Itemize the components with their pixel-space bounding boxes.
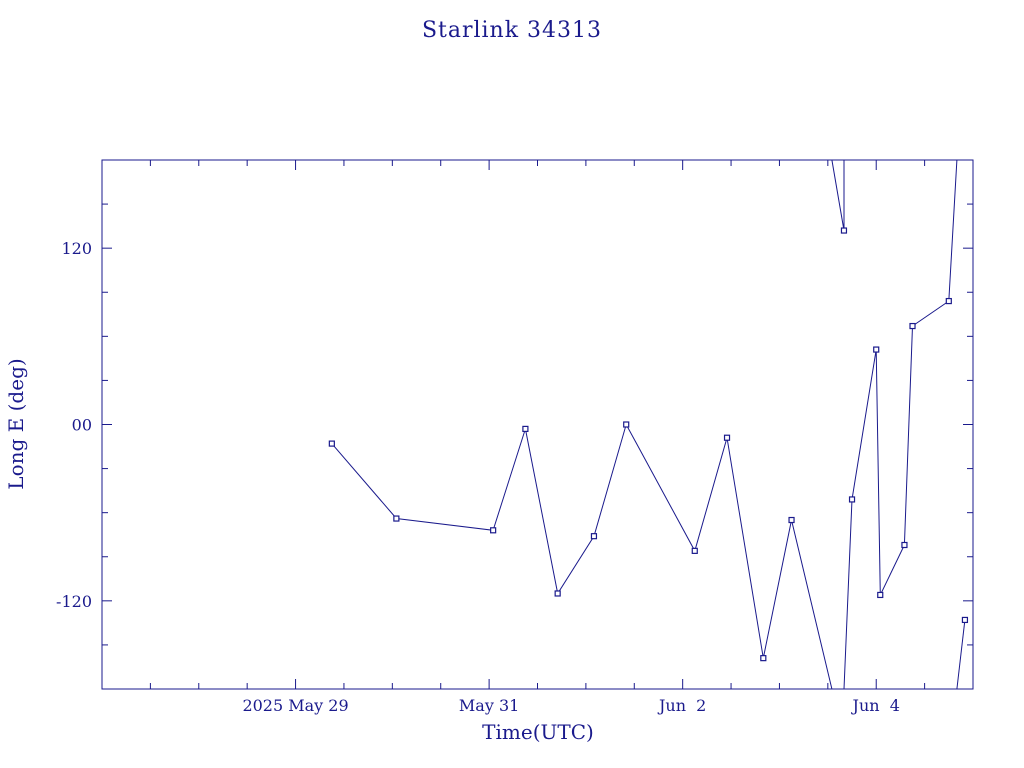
x-tick-label: Jun 4 bbox=[851, 696, 900, 715]
data-point bbox=[788, 516, 795, 524]
chart-title: Starlink 34313 bbox=[422, 18, 602, 43]
series-line-segment bbox=[831, 159, 845, 231]
data-point bbox=[623, 421, 630, 428]
data-point-markers bbox=[328, 227, 969, 662]
plot-frame bbox=[101, 159, 974, 690]
data-point bbox=[723, 434, 731, 441]
axis-tick-labels: 2025 May 29 May 31 Jun 2 Jun 4 120 00 -120 bbox=[56, 239, 900, 715]
x-tick-label: Jun 2 bbox=[657, 696, 706, 715]
data-point bbox=[522, 425, 529, 433]
series-line-segment bbox=[843, 159, 958, 690]
y-tick-label: 00 bbox=[72, 416, 92, 435]
x-axis-label: Time(UTC) bbox=[482, 720, 594, 744]
y-tick-label: -120 bbox=[56, 592, 92, 611]
data-point bbox=[840, 227, 848, 234]
data-point bbox=[393, 515, 400, 522]
data-point bbox=[691, 547, 698, 554]
data-point bbox=[945, 297, 952, 305]
data-point bbox=[760, 655, 767, 662]
data-point bbox=[873, 346, 880, 353]
data-point bbox=[961, 616, 969, 624]
y-axis-label: Long E (deg) bbox=[4, 358, 28, 489]
data-point bbox=[901, 541, 908, 549]
series-line-segment bbox=[331, 423, 833, 690]
y-tick-label: 120 bbox=[61, 239, 92, 258]
x-tick-label: 2025 May 29 bbox=[242, 696, 348, 715]
series-lines bbox=[331, 159, 966, 690]
series-line-segment bbox=[956, 619, 966, 690]
data-point bbox=[909, 322, 916, 330]
data-point bbox=[877, 591, 884, 599]
data-point bbox=[490, 527, 497, 534]
data-point bbox=[328, 440, 335, 447]
data-point bbox=[554, 590, 561, 597]
data-point bbox=[590, 533, 598, 540]
axis-ticks bbox=[101, 159, 974, 690]
x-tick-label: May 31 bbox=[459, 696, 519, 715]
data-point bbox=[848, 496, 856, 503]
